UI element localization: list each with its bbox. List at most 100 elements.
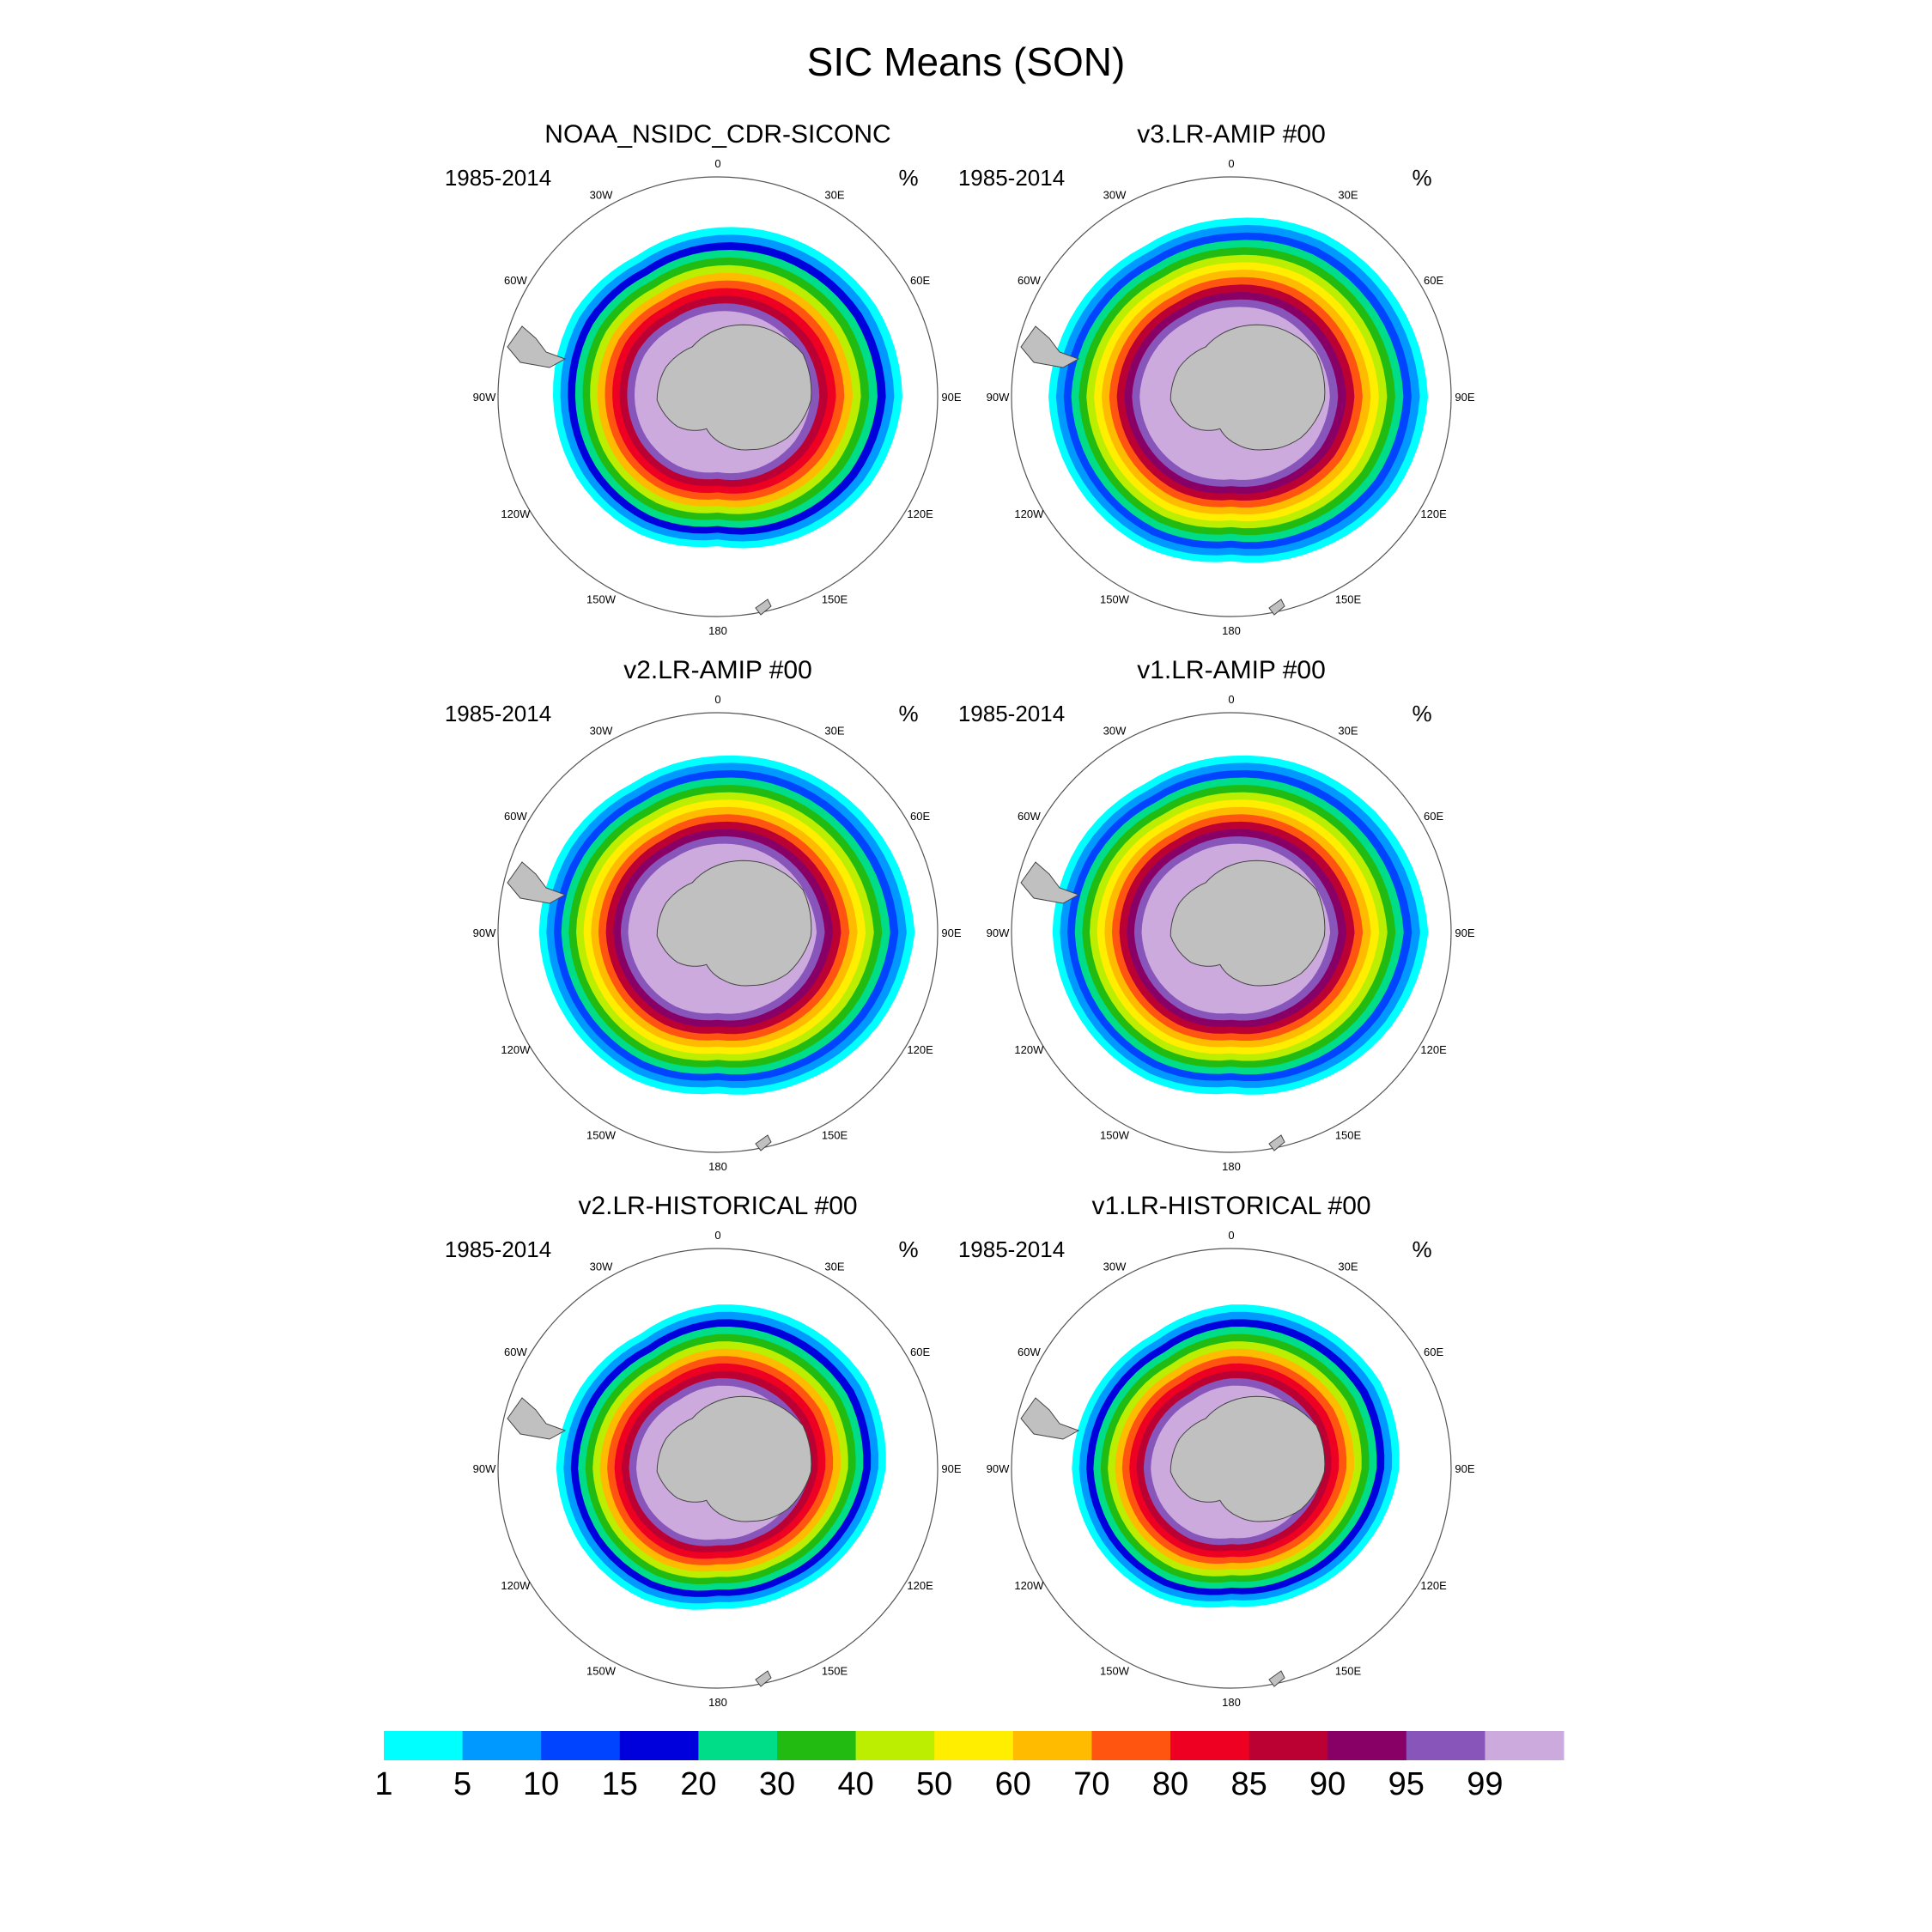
south-america-landmass — [507, 861, 567, 904]
longitude-label: 90W — [987, 927, 1010, 939]
longitude-label: 150W — [586, 1665, 617, 1678]
longitude-label: 90W — [987, 391, 1010, 404]
longitude-label: 90W — [473, 1462, 496, 1475]
new-zealand-landmass — [755, 598, 772, 616]
longitude-label: 30E — [824, 1260, 844, 1273]
longitude-label: 150E — [1335, 1129, 1362, 1142]
longitude-label: 180 — [1222, 1696, 1241, 1709]
longitude-label: 0 — [1228, 1229, 1234, 1242]
map-panels: NOAA_NSIDC_CDR-SICONC 1985-2014 % 0 30E 60E 90… — [445, 120, 1475, 1709]
longitude-label: 120W — [1014, 1579, 1044, 1592]
longitude-label: 120W — [1014, 507, 1044, 520]
colorbar-label: 10 — [523, 1766, 559, 1802]
longitude-label: 150E — [822, 1129, 848, 1142]
colorbar-label: 15 — [602, 1766, 638, 1802]
longitude-label: 90E — [1455, 1462, 1474, 1475]
panel-title: v1.LR-HISTORICAL #00 — [1091, 1192, 1370, 1220]
south-america-landmass — [507, 325, 567, 368]
colorbar-swatch — [1170, 1731, 1250, 1760]
longitude-label: 150E — [822, 1665, 848, 1678]
longitude-label: 120W — [501, 507, 531, 520]
longitude-label: 30E — [824, 724, 844, 737]
map-panel: v1.LR-HISTORICAL #00 1985-2014 % 0 30E 60E 90E… — [958, 1192, 1475, 1709]
colorbar-label: 80 — [1152, 1766, 1188, 1802]
colorbar-label: 50 — [916, 1766, 952, 1802]
longitude-label: 60E — [910, 274, 930, 287]
longitude-label: 150W — [586, 593, 617, 606]
panel-units: % — [1412, 1236, 1431, 1262]
panel-title: v1.LR-AMIP #00 — [1137, 656, 1326, 684]
longitude-label: 150E — [1335, 593, 1362, 606]
longitude-label: 150W — [1100, 1129, 1130, 1142]
longitude-label: 180 — [1222, 624, 1241, 637]
colorbar-label: 30 — [759, 1766, 795, 1802]
colorbar-label: 40 — [837, 1766, 873, 1802]
colorbar-swatch — [1406, 1731, 1485, 1760]
antarctica-landmass — [656, 324, 812, 451]
longitude-label: 30W — [590, 1260, 613, 1273]
figure-title: SIC Means (SON) — [807, 39, 1126, 84]
colorbar-swatch — [934, 1731, 1014, 1760]
longitude-label: 180 — [1222, 1160, 1241, 1173]
longitude-label: 180 — [708, 1160, 727, 1173]
longitude-label: 30E — [824, 188, 844, 201]
longitude-label: 150W — [586, 1129, 617, 1142]
longitude-label: 180 — [708, 624, 727, 637]
panel-units: % — [898, 701, 918, 726]
longitude-label: 60W — [504, 1346, 527, 1358]
colorbar-swatch — [462, 1731, 542, 1760]
colorbar-label: 85 — [1230, 1766, 1267, 1802]
longitude-label: 150W — [1100, 1665, 1130, 1678]
colorbar-label: 60 — [995, 1766, 1031, 1802]
longitude-label: 90E — [941, 1462, 961, 1475]
antarctica-landmass — [656, 860, 812, 987]
map-panel: v1.LR-AMIP #00 1985-2014 % 0 30E 60E 90E 120E 15… — [958, 656, 1475, 1173]
panel-units: % — [1412, 165, 1431, 191]
longitude-label: 150E — [822, 593, 848, 606]
new-zealand-landmass — [755, 1134, 772, 1151]
map-panel: v2.LR-AMIP #00 1985-2014 % 0 30E 60E 90E 120E 15… — [445, 656, 962, 1173]
longitude-label: 0 — [1228, 693, 1234, 706]
map-panel: v2.LR-HISTORICAL #00 1985-2014 % 0 30E 60E 90E… — [445, 1192, 962, 1709]
colorbar-swatch — [384, 1731, 464, 1760]
antarctica-landmass — [1170, 1395, 1326, 1522]
colorbar-label: 99 — [1467, 1766, 1503, 1802]
longitude-label: 120E — [1420, 1579, 1447, 1592]
longitude-label: 30W — [1103, 188, 1127, 201]
colorbar-swatch — [1012, 1731, 1092, 1760]
longitude-label: 60W — [504, 274, 527, 287]
panel-units: % — [898, 1236, 918, 1262]
panel-units: % — [898, 165, 918, 191]
longitude-label: 30E — [1338, 724, 1358, 737]
new-zealand-landmass — [1268, 1134, 1285, 1151]
antarctica-landmass — [1170, 860, 1326, 987]
panel-period: 1985-2014 — [445, 701, 551, 726]
colorbar-swatch — [1327, 1731, 1407, 1760]
longitude-label: 0 — [1228, 157, 1234, 170]
longitude-label: 60W — [1018, 274, 1041, 287]
longitude-label: 180 — [708, 1696, 727, 1709]
south-america-landmass — [507, 1397, 567, 1440]
antarctica-landmass — [1170, 324, 1326, 451]
new-zealand-landmass — [1268, 1670, 1285, 1687]
longitude-label: 90E — [1455, 391, 1474, 404]
colorbar-label: 90 — [1309, 1766, 1346, 1802]
longitude-label: 0 — [714, 693, 720, 706]
colorbar: 1 5 10 15 20 30 40 50 60 70 80 85 90 95 99 — [374, 1731, 1564, 1802]
longitude-label: 120W — [501, 1579, 531, 1592]
longitude-label: 30E — [1338, 1260, 1358, 1273]
antarctica-landmass — [656, 1395, 812, 1522]
colorbar-swatch — [1485, 1731, 1564, 1760]
longitude-label: 90W — [473, 391, 496, 404]
panel-period: 1985-2014 — [958, 165, 1065, 191]
longitude-label: 60E — [1424, 1346, 1443, 1358]
longitude-label: 30W — [590, 188, 613, 201]
longitude-label: 30W — [1103, 724, 1127, 737]
panel-period: 1985-2014 — [445, 1236, 551, 1262]
south-america-landmass — [1020, 1397, 1080, 1440]
longitude-label: 150W — [1100, 593, 1130, 606]
panel-title: NOAA_NSIDC_CDR-SICONC — [544, 120, 890, 149]
new-zealand-landmass — [1268, 598, 1285, 616]
longitude-label: 120E — [907, 1043, 933, 1056]
